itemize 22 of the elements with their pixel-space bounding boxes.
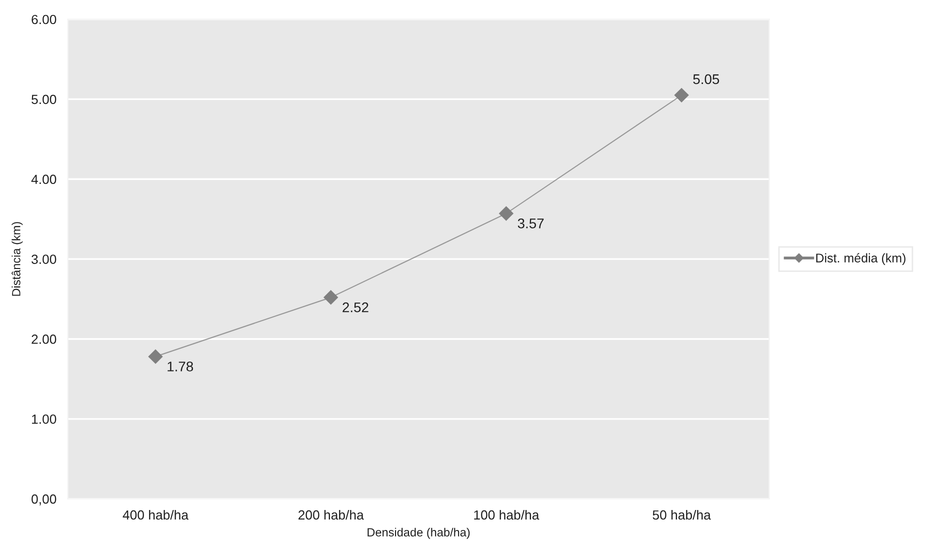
- point: [148, 349, 163, 364]
- x-tick-label: 200 hab/ha: [298, 510, 364, 520]
- x-tick-label: 100 hab/ha: [474, 510, 540, 520]
- point: [674, 88, 689, 102]
- x-tick-label: 400 hab/ha: [122, 510, 189, 520]
- y-tick-label: 6.00: [32, 14, 56, 24]
- point: [499, 206, 514, 221]
- x-axis-title: Densidade (hab/ha): [368, 528, 470, 539]
- y-tick-label: 5.00: [32, 94, 56, 104]
- y-tick-label: 2.00: [32, 334, 56, 344]
- data-label: 5.05: [693, 74, 720, 84]
- y-tick-label: 3.00: [32, 254, 56, 264]
- point: [324, 290, 338, 304]
- legend-label: Dist. média (km): [816, 253, 906, 265]
- y-tick-label: 0,00: [32, 494, 56, 506]
- data-label: 2.52: [342, 302, 368, 312]
- data-label: 1.78: [168, 362, 194, 372]
- y-tick-label: 4.00: [31, 174, 56, 184]
- x-tick-label: 50 hab/ha: [652, 510, 711, 520]
- data-label: 3.57: [518, 218, 544, 228]
- y-tick-label: 1.00: [32, 414, 56, 424]
- y-axis-title: Distância (km): [12, 222, 23, 296]
